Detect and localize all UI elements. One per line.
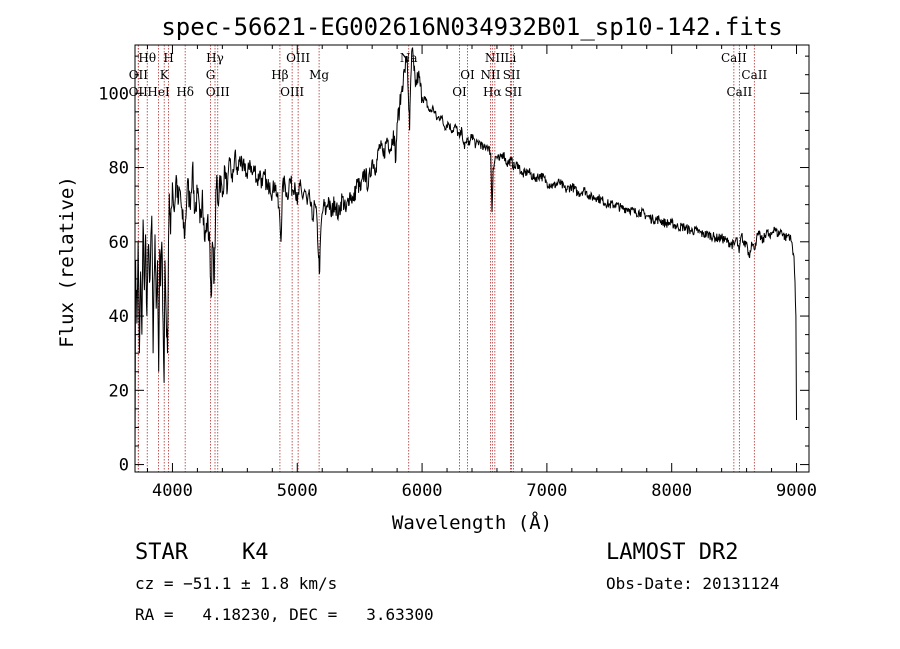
spectral-line-label: OI — [460, 68, 475, 82]
plot-frame — [134, 44, 810, 473]
spectral-line-label: Hθ — [138, 51, 156, 65]
spectral-line-label: Hα — [483, 85, 502, 99]
x-tick-label: 5000 — [277, 481, 318, 501]
spectral-line-label: H — [163, 51, 173, 65]
y-tick-label: 20 — [109, 381, 129, 401]
coordinates-readout: RA = 4.18230, DEC = 3.63300 — [135, 605, 434, 624]
spectral-line-label: CaII — [726, 85, 752, 99]
spectral-line-label: OII — [129, 85, 149, 99]
spectrum-layer — [134, 46, 797, 465]
x-tick-label: 6000 — [402, 481, 443, 501]
spectral-line-label: K — [160, 68, 170, 82]
spectral-line-label: Na — [400, 51, 418, 65]
spectral-line-label: Li — [505, 51, 517, 65]
x-axis-title: Wavelength (Å) — [392, 511, 552, 534]
x-tick-label: 4000 — [152, 481, 193, 501]
obs-date: Obs-Date: 20131124 — [606, 574, 779, 593]
y-axis-title: Flux (relative) — [56, 176, 78, 348]
object-class: STAR — [135, 540, 189, 565]
spectral-line-label: Hβ — [271, 68, 288, 82]
chart-title: spec-56621-EG002616N034932B01_sp10-142.f… — [161, 13, 782, 41]
spectral-line-label: Mg — [309, 68, 329, 82]
redshift-readout: cz = −51.1 ± 1.8 km/s — [135, 574, 337, 593]
x-tick-label: 7000 — [526, 481, 567, 501]
y-tick-label: 60 — [109, 233, 129, 253]
y-tick-label: 40 — [109, 307, 129, 327]
x-tick-label: 9000 — [776, 481, 817, 501]
spectral-line-label: HeI — [147, 85, 170, 99]
y-tick-label: 80 — [109, 159, 129, 179]
spectral-line-label: OIII — [206, 85, 230, 99]
spectral-line-label: Hδ — [176, 85, 194, 99]
survey-name: LAMOST DR2 — [606, 540, 738, 565]
spectrum-line — [134, 46, 797, 465]
x-axis: 4000 5000 6000 7000 8000 9000 — [146, 45, 817, 501]
spectral-line-label: OIII — [286, 51, 310, 65]
y-tick-label: 100 — [98, 84, 129, 104]
spectral-line-label: NII — [485, 51, 505, 65]
spectral-line-label: NII — [480, 68, 500, 82]
object-subclass: K4 — [242, 540, 269, 565]
x-tick-label: 8000 — [651, 481, 692, 501]
spectral-line-label: SII — [504, 85, 522, 99]
spectral-line-label: SII — [503, 68, 521, 82]
y-axis: 0 20 40 60 80 100 — [98, 55, 809, 476]
spectral-line-label: OI — [452, 85, 467, 99]
spectral-line-label: CaII — [741, 68, 767, 82]
y-tick-label: 0 — [119, 456, 129, 476]
spectral-line-markers — [137, 45, 755, 472]
spectral-line-label: G — [206, 68, 216, 82]
spectral-line-label: Hγ — [206, 51, 224, 65]
spectral-line-label: CaII — [721, 51, 747, 65]
spectral-line-label: OIII — [280, 85, 304, 99]
